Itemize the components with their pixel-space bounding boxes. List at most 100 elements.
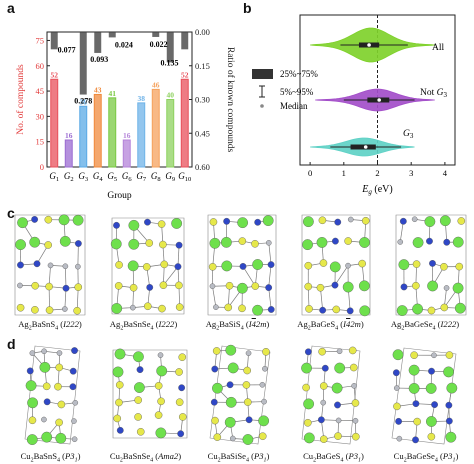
x-axis-label: Group <box>107 191 132 201</box>
atom-ag <box>335 417 342 424</box>
structure-c-5 <box>395 214 467 316</box>
atom-ag <box>347 216 354 223</box>
atom-ba <box>252 304 263 316</box>
atom-chalc <box>44 241 52 249</box>
atom-chalc <box>440 262 448 271</box>
atom-ba <box>454 302 466 314</box>
atom-chalc <box>209 218 218 226</box>
left-tick-label: 15 <box>36 137 45 147</box>
atom-mx <box>317 416 325 424</box>
atom-chalc <box>178 413 187 421</box>
caption-d-1: Cu2BaSnS4 (P31) <box>20 451 81 464</box>
atom-chalc <box>344 237 352 245</box>
atom-ag <box>17 282 23 289</box>
atom-chalc <box>225 281 234 290</box>
atom-chalc <box>54 382 62 391</box>
atom-chalc <box>114 282 123 290</box>
atom-ag <box>41 416 47 423</box>
atom-chalc <box>393 402 401 411</box>
structures-row-d <box>24 344 458 445</box>
atom-chalc <box>42 382 51 391</box>
ratio-value-label: 0.022 <box>150 40 168 49</box>
caption-d-2: Cu2BaSnSe4 (Ama2) <box>109 451 182 464</box>
x-tick-label: G7 <box>136 171 147 183</box>
atom-chalc <box>238 304 246 313</box>
compound-bar <box>166 99 175 168</box>
atom-ba <box>133 351 144 363</box>
atom-mx <box>346 307 354 315</box>
x-tick-label: 4 <box>443 168 448 178</box>
compound-bar <box>122 139 131 168</box>
atom-chalc <box>440 303 449 312</box>
atom-chalc <box>262 348 270 356</box>
atom-mx <box>265 284 273 292</box>
bond <box>77 243 79 267</box>
atom-chalc <box>154 382 163 390</box>
atom-chalc <box>302 383 310 392</box>
atom-chalc <box>244 398 252 406</box>
atom-mx <box>400 283 408 291</box>
compound-value-label: 36 <box>80 97 88 106</box>
atom-ba <box>334 362 346 374</box>
x-tick-label: G3 <box>78 171 88 183</box>
atom-ba <box>303 398 315 410</box>
atom-mx <box>412 400 420 408</box>
atom-ag <box>352 417 359 424</box>
atom-ba <box>359 237 370 248</box>
caption-c-5-formula: Ag2BaGeSe4 <box>390 319 436 332</box>
left-tick-label: 45 <box>36 86 45 96</box>
atom-chalc <box>157 220 166 228</box>
atom-ba <box>59 235 71 247</box>
atom-mx <box>210 398 218 406</box>
bond <box>268 287 272 310</box>
atom-chalc <box>175 368 183 376</box>
atom-ba <box>408 364 420 376</box>
median-dot <box>367 43 371 47</box>
atom-chalc <box>251 282 260 290</box>
atom-ba <box>27 397 38 409</box>
atom-chalc <box>332 305 341 314</box>
compound-bar <box>93 93 102 168</box>
ratio-value-label: 0.093 <box>90 55 108 64</box>
atom-ag <box>345 262 351 269</box>
atom-ba <box>342 281 354 293</box>
atom-chalc <box>455 262 464 271</box>
ratio-value-label: 0.135 <box>161 58 179 67</box>
x-tick-label: G6 <box>122 171 133 183</box>
atom-chalc <box>304 282 313 291</box>
atom-chalc <box>351 399 360 407</box>
atom-ag <box>130 304 136 311</box>
atom-ba <box>112 366 124 378</box>
atom-ag <box>71 436 78 443</box>
bond <box>334 265 349 286</box>
ratio-value-label: 0.278 <box>74 97 92 106</box>
atom-mx <box>267 261 275 269</box>
compound-bar <box>108 97 117 168</box>
atom-ba <box>155 427 167 439</box>
unit-cell <box>301 214 371 316</box>
atom-ag <box>265 240 272 246</box>
atom-mx <box>223 217 231 225</box>
ratio-bar <box>79 32 87 95</box>
atom-chalc <box>115 398 123 407</box>
caption-c-4: Ag2BaGeS4 (I42m) <box>297 319 364 332</box>
atom-mx <box>136 366 144 374</box>
atom-chalc <box>28 416 37 425</box>
atom-chalc <box>73 306 81 315</box>
atom-ba <box>302 239 313 251</box>
atom-ag <box>411 216 418 223</box>
structure-d-5 <box>391 347 458 445</box>
atom-mx <box>334 401 341 409</box>
atom-mx <box>62 284 70 292</box>
atom-ba <box>358 280 370 292</box>
atom-ba <box>127 260 139 272</box>
atom-ba <box>242 434 254 445</box>
atom-ba <box>114 348 126 360</box>
atom-ag <box>41 348 47 355</box>
atom-chalc <box>16 303 25 312</box>
atom-ag <box>229 435 236 442</box>
atom-ba <box>424 216 436 227</box>
atom-mx <box>334 218 342 226</box>
atom-mx <box>211 365 219 373</box>
atom-ba <box>262 215 274 226</box>
